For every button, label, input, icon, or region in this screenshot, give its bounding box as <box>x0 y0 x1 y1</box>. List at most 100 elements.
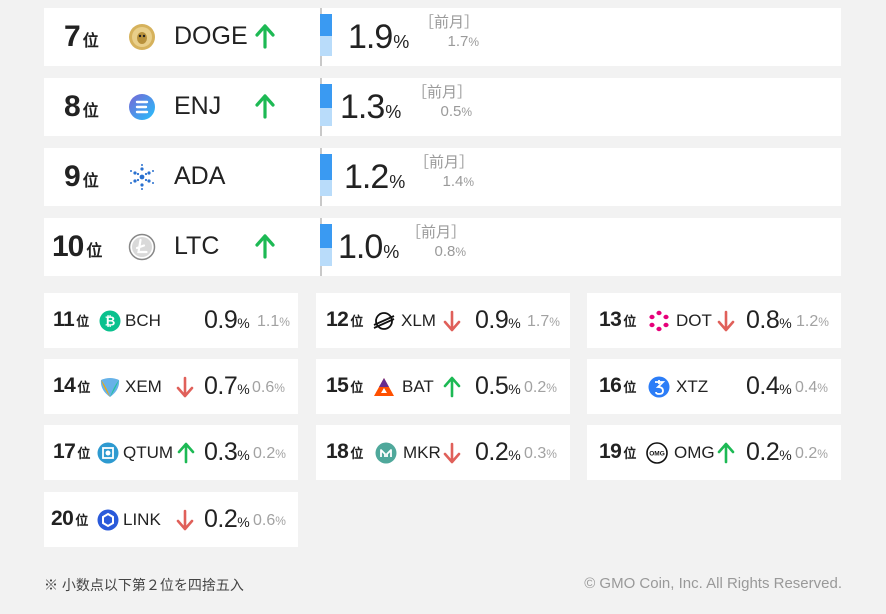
up-arrow-icon <box>443 376 461 398</box>
xtz-icon <box>648 376 670 398</box>
down-arrow-icon <box>176 376 194 398</box>
down-arrow-icon <box>176 509 194 531</box>
previous-month-value: 0.2% <box>795 445 828 462</box>
coin-symbol: ENJ <box>174 92 222 120</box>
coin-symbol: LINK <box>123 510 161 529</box>
previous-month-value: 0.2% <box>253 445 286 462</box>
down-arrow-icon <box>717 310 735 332</box>
current-percent: 0.5% <box>475 372 521 400</box>
previous-month-value: 0.6% <box>252 379 285 396</box>
ranking-card-20: 20 位 LINK 0.2% 0.6% <box>44 492 298 547</box>
coin-symbol: OMG <box>674 443 715 462</box>
up-arrow-icon <box>255 94 275 119</box>
qtum-icon <box>97 442 119 464</box>
current-share-bar <box>320 154 332 180</box>
ranking-card-15: 15 位 BAT 0.5% 0.2% <box>316 359 570 414</box>
previous-share-bar <box>320 36 332 56</box>
rank-number: 14 位 <box>53 374 90 397</box>
current-share-bar <box>320 14 332 36</box>
coin-symbol: BAT <box>402 377 434 396</box>
current-percent: 0.2% <box>746 438 792 466</box>
link-icon <box>97 509 119 531</box>
previous-month-value: 0.3% <box>524 445 557 462</box>
previous-share-bar <box>320 108 332 126</box>
ranking-card-14: 14 位 XEM 0.7% 0.6% <box>44 359 298 414</box>
svg-text:OMG: OMG <box>649 451 665 458</box>
rank-number: 19 位 <box>599 440 636 463</box>
rank-number: 16 位 <box>599 374 636 397</box>
previous-month-value: ［前月］ 0.5% <box>412 84 473 120</box>
rank-number: 20 位 <box>51 507 88 530</box>
ltc-icon <box>128 233 156 261</box>
previous-month-value: 0.2% <box>524 379 557 396</box>
bch-icon: ₿ <box>99 310 121 332</box>
previous-month-value: 0.4% <box>795 379 828 396</box>
bat-icon <box>374 378 394 396</box>
current-share-bar <box>320 224 332 248</box>
up-arrow-icon <box>717 442 735 464</box>
ranking-row-10: 10 位 LTC 1.0% ［前月］ 0.8% <box>44 218 841 276</box>
coin-symbol: XTZ <box>676 377 709 396</box>
current-share-bar <box>320 84 332 108</box>
rounding-note: ※ 小数点以下第２位を四捨五入 <box>44 577 244 593</box>
current-percent: 1.9% <box>348 18 409 56</box>
coin-symbol: DOT <box>676 311 712 330</box>
down-arrow-icon <box>443 442 461 464</box>
svg-text:₿: ₿ <box>105 314 116 329</box>
current-percent: 0.7% <box>204 372 250 400</box>
ranking-card-16: 16 位 XTZ 0.4% 0.4% <box>587 359 841 414</box>
coin-symbol: ADA <box>174 162 226 190</box>
enj-icon <box>129 94 155 120</box>
coin-symbol: BCH <box>125 311 161 330</box>
ranking-card-18: 18 位 MKR 0.2% 0.3% <box>316 425 570 480</box>
current-percent: 0.9% <box>475 306 521 334</box>
current-percent: 0.2% <box>475 438 521 466</box>
current-percent: 0.9% <box>204 306 250 334</box>
previous-share-bar <box>320 180 332 196</box>
current-percent: 0.4% <box>746 372 792 400</box>
rank-number: 15 位 <box>326 374 363 397</box>
previous-month-value: ［前月］ 1.4% <box>414 154 475 190</box>
rank-number: 10 位 <box>52 230 102 263</box>
ada-icon <box>130 164 154 190</box>
copyright: © GMO Coin, Inc. All Rights Reserved. <box>584 575 842 592</box>
coin-symbol: DOGE <box>174 22 248 50</box>
coin-symbol: MKR <box>403 443 441 462</box>
dot-icon <box>649 310 669 332</box>
current-percent: 1.3% <box>340 88 401 126</box>
doge-icon <box>129 24 155 50</box>
current-percent: 1.2% <box>344 158 405 196</box>
coin-symbol: XEM <box>125 377 162 396</box>
up-arrow-icon <box>255 234 275 259</box>
omg-icon: OMG <box>646 442 668 464</box>
up-arrow-icon <box>255 24 275 49</box>
xem-icon <box>100 378 120 397</box>
coin-symbol: QTUM <box>123 443 174 462</box>
current-percent: 0.8% <box>746 306 792 334</box>
ranking-row-left: 10 位 LTC <box>44 218 322 276</box>
rank-number: 17 位 <box>53 440 90 463</box>
previous-share-bar <box>320 248 332 266</box>
rank-number: 12 位 <box>326 308 363 331</box>
ranking-card-13: 13 位 DOT 0.8% 1.2% <box>587 293 841 348</box>
previous-month-value: 1.7% <box>527 313 560 330</box>
previous-month-value: ［前月］ 1.7% <box>419 14 480 50</box>
rank-number: 11 位 <box>53 308 89 331</box>
previous-month-value: 1.1% <box>257 313 290 330</box>
rank-number: 18 位 <box>326 440 363 463</box>
xlm-icon <box>373 312 395 330</box>
current-percent: 0.3% <box>204 438 250 466</box>
previous-month-value: 1.2% <box>796 313 829 330</box>
ranking-card-11: 11 位 ₿ BCH 0.9% 1.1% <box>44 293 298 348</box>
coin-symbol: LTC <box>174 232 220 260</box>
ranking-card-12: 12 位 XLM 0.9% 1.7% <box>316 293 570 348</box>
